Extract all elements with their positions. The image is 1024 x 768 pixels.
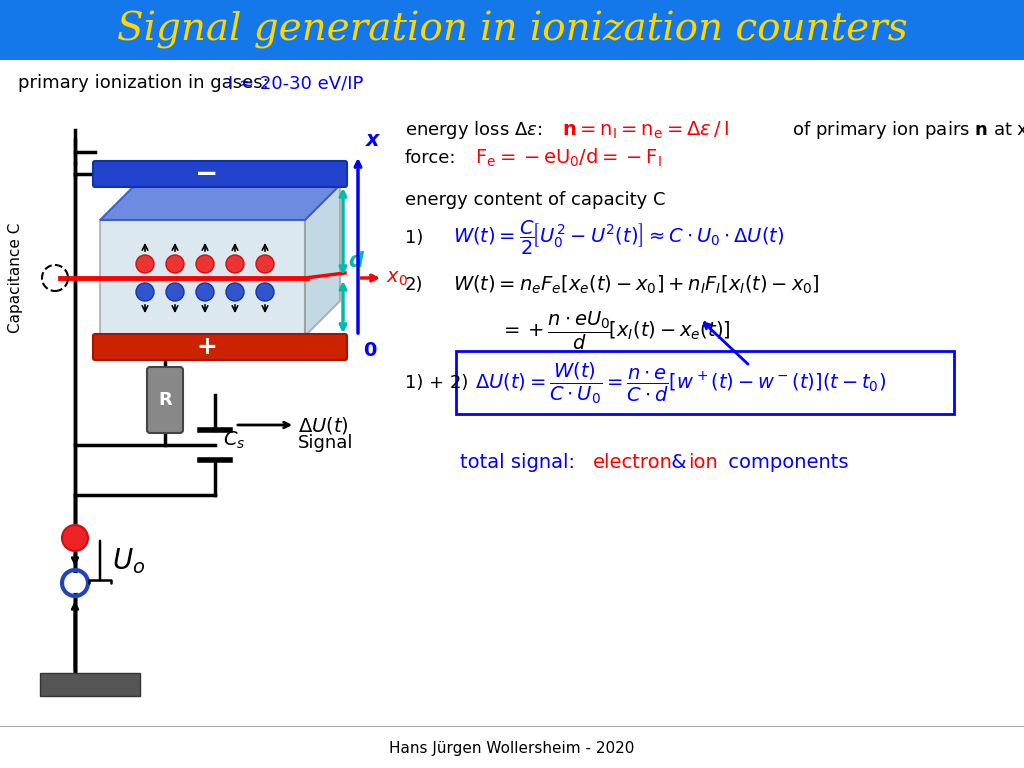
Circle shape [136, 255, 154, 273]
Circle shape [166, 283, 184, 301]
Circle shape [136, 283, 154, 301]
Polygon shape [100, 185, 340, 220]
Text: &: & [665, 453, 693, 472]
Text: Capacitance C: Capacitance C [8, 223, 24, 333]
Circle shape [256, 255, 274, 273]
Text: 1) + 2): 1) + 2) [406, 374, 468, 392]
Circle shape [62, 525, 88, 551]
Text: energy content of capacity C: energy content of capacity C [406, 191, 666, 209]
Text: components: components [722, 453, 849, 472]
FancyBboxPatch shape [93, 161, 347, 187]
Bar [40, 673, 140, 696]
Text: $x_0$: $x_0$ [386, 269, 408, 287]
Text: $\mathrm{F_e = -eU_0/d = -F_I}$: $\mathrm{F_e = -eU_0/d = -F_I}$ [475, 147, 662, 169]
FancyBboxPatch shape [147, 367, 183, 433]
Text: I ≈ 20-30 eV/IP: I ≈ 20-30 eV/IP [228, 74, 364, 92]
Circle shape [226, 255, 244, 273]
Text: $W(t) = \dfrac{C}{2}\!\left[U_0^{\,2} - U^2(t)\right] \approx C \cdot U_0 \cdot : $W(t) = \dfrac{C}{2}\!\left[U_0^{\,2} - … [453, 219, 784, 257]
Text: x: x [366, 130, 380, 150]
Bar [0, 0, 1024, 60]
Circle shape [226, 283, 244, 301]
FancyBboxPatch shape [93, 334, 347, 360]
Text: d: d [348, 251, 362, 271]
Text: ion: ion [688, 453, 718, 472]
Text: of primary ion pairs $\mathbf{n}$ at x$_0$, t$_0$: of primary ion pairs $\mathbf{n}$ at x$_… [775, 119, 1024, 141]
Circle shape [256, 283, 274, 301]
Text: $\mathbf{n} = \mathrm{n_I} = \mathrm{n_e} = \Delta\varepsilon\,/\,\mathrm{I}$: $\mathbf{n} = \mathrm{n_I} = \mathrm{n_e… [562, 119, 729, 141]
Text: energy loss $\Delta\varepsilon$:: energy loss $\Delta\varepsilon$: [406, 119, 543, 141]
Text: Hans Jürgen Wollersheim - 2020: Hans Jürgen Wollersheim - 2020 [389, 740, 635, 756]
Text: 2): 2) [406, 276, 424, 294]
Text: $= +\dfrac{n \cdot eU_0}{d}\!\left[x_I(t) - x_e(t)\right]$: $= +\dfrac{n \cdot eU_0}{d}\!\left[x_I(t… [500, 310, 730, 353]
Text: +: + [197, 335, 217, 359]
FancyBboxPatch shape [456, 351, 954, 414]
Text: Signal: Signal [298, 434, 353, 452]
Text: $U_o$: $U_o$ [112, 546, 145, 576]
Text: −: − [196, 160, 219, 188]
Text: force:: force: [406, 149, 457, 167]
Text: R: R [158, 391, 172, 409]
Text: total signal:: total signal: [460, 453, 582, 472]
Bar [100, 220, 305, 336]
Circle shape [65, 573, 85, 593]
Text: 0: 0 [362, 341, 377, 360]
Circle shape [166, 255, 184, 273]
Text: $\Delta U(t)$: $\Delta U(t)$ [298, 415, 349, 435]
Text: primary ionization in gases:: primary ionization in gases: [18, 74, 274, 92]
Text: electron: electron [593, 453, 673, 472]
Circle shape [196, 283, 214, 301]
Text: 1): 1) [406, 229, 423, 247]
Text: $C_s$: $C_s$ [223, 429, 246, 451]
Text: w$^+$(t)$\cdot$(t$-$t$_0$): w$^+$(t)$\cdot$(t$-$t$_0$) [755, 371, 857, 393]
Text: $\Delta U(t) = \dfrac{W(t)}{C \cdot U_0} = \dfrac{n \cdot e}{C \cdot d}\left[w^+: $\Delta U(t) = \dfrac{W(t)}{C \cdot U_0}… [475, 360, 886, 406]
Polygon shape [305, 185, 340, 336]
Circle shape [196, 255, 214, 273]
Text: $W(t) = n_e F_e[x_e(t) - x_0] + n_I F_I[x_I(t) - x_0]$: $W(t) = n_e F_e[x_e(t) - x_0] + n_I F_I[… [453, 274, 819, 296]
Text: Signal generation in ionization counters: Signal generation in ionization counters [117, 11, 907, 49]
